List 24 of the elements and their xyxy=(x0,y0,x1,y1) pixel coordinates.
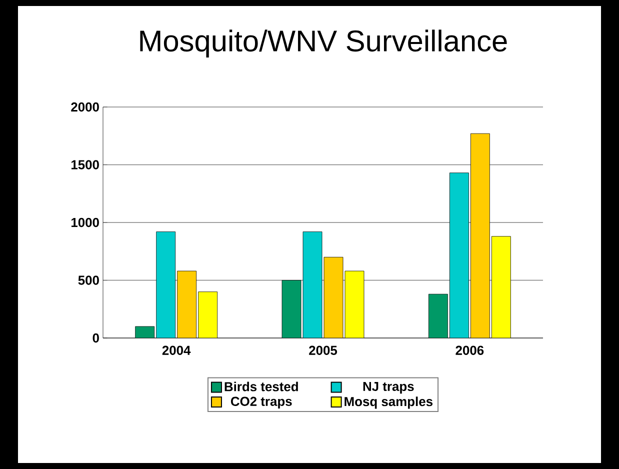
bar xyxy=(491,236,511,338)
x-tick-label: 2006 xyxy=(456,346,484,355)
legend-label: Mosq samples xyxy=(344,396,432,409)
bar xyxy=(449,172,469,338)
y-tick-label: 0 xyxy=(92,333,99,343)
y-tick-label: 1500 xyxy=(71,160,99,170)
bar xyxy=(198,292,218,338)
y-tick-label: 2000 xyxy=(71,102,99,112)
legend-label: Birds tested xyxy=(224,382,298,392)
legend-label: NJ traps xyxy=(363,382,414,394)
bar xyxy=(177,271,196,338)
y-tick-label: 500 xyxy=(78,276,99,285)
x-tick-label: 2004 xyxy=(162,346,191,355)
bar xyxy=(344,271,364,338)
bar xyxy=(282,280,302,338)
bar xyxy=(470,133,490,338)
chart-title: Mosquito/WNV Surveillance xyxy=(140,30,507,58)
legend-label: CO2 traps xyxy=(230,396,292,409)
bar xyxy=(303,232,322,338)
x-tick-label: 2005 xyxy=(309,346,338,355)
bar xyxy=(156,232,176,338)
bar xyxy=(324,257,343,338)
bar xyxy=(428,294,448,338)
y-tick-label: 1000 xyxy=(71,218,99,228)
